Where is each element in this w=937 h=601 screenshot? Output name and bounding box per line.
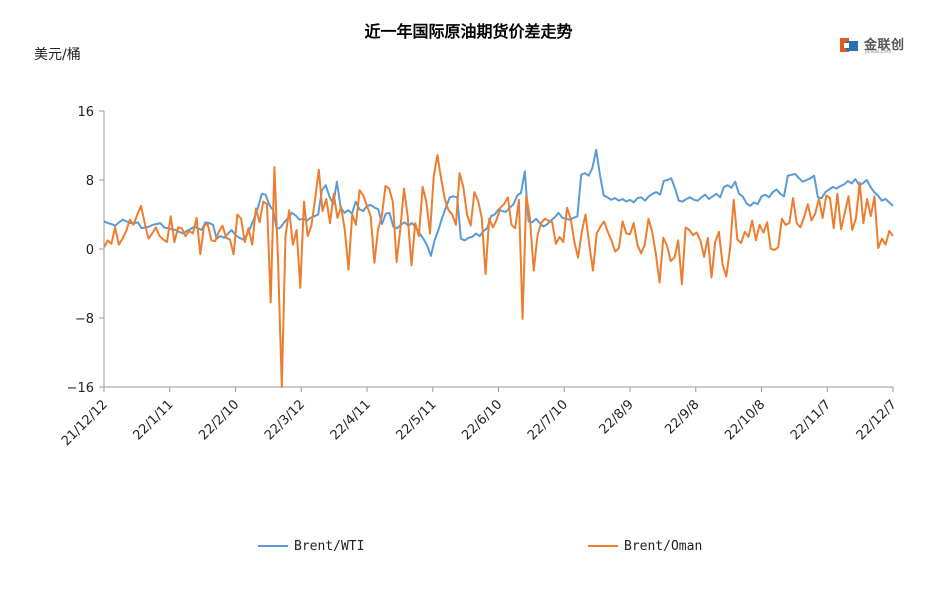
x-tick-label: 22/4/11	[328, 397, 374, 443]
x-tick-label: 22/2/10	[196, 397, 242, 443]
y-tick-label: 16	[77, 105, 94, 120]
x-tick-label: 22/3/12	[262, 397, 308, 443]
chart-title: 近一年国际原油期货价差走势	[364, 22, 573, 41]
x-tick-label: 22/8/9	[597, 397, 637, 437]
legend-item-brent-wti: Brent/WTI	[258, 538, 364, 554]
x-tick-label: 22/12/7	[854, 397, 900, 443]
x-tick-label: 22/9/8	[662, 397, 702, 437]
legend-swatch-brent-oman	[588, 545, 618, 547]
y-tick-label: 8	[86, 174, 94, 189]
x-tick-label: 22/7/10	[525, 397, 571, 443]
x-tick-label: 22/6/10	[459, 397, 505, 443]
series-line-brent-oman	[103, 154, 894, 388]
x-tick-label: 22/1/11	[131, 397, 177, 443]
logo-subtext: jlcsuo.com	[865, 49, 892, 55]
y-axis-unit-label: 美元/桶	[34, 47, 81, 63]
x-tick-label: 22/5/11	[394, 397, 440, 443]
logo-text: 金联创	[864, 38, 905, 53]
legend-swatch-brent-wti	[258, 545, 288, 547]
y-tick-label: −16	[67, 381, 94, 396]
x-tick-label: 21/12/12	[59, 397, 111, 449]
y-tick-label: 0	[86, 243, 94, 258]
x-tick-label: 22/10/8	[722, 397, 768, 443]
y-tick-label: −8	[75, 312, 94, 327]
brand-logo: 金联创 jlcsuo.com	[838, 34, 916, 56]
legend-label-brent-wti: Brent/WTI	[294, 538, 365, 554]
x-tick-label: 22/11/7	[788, 397, 834, 443]
legend-item-brent-oman: Brent/Oman	[588, 538, 702, 554]
legend-label-brent-oman: Brent/Oman	[624, 538, 703, 554]
series-line-brent-wti	[103, 148, 894, 257]
logo-icon	[840, 38, 858, 52]
